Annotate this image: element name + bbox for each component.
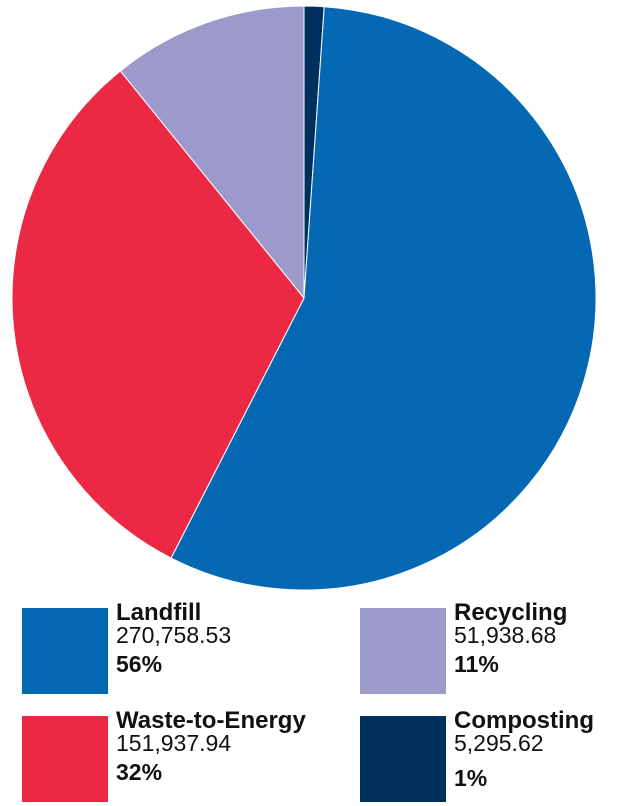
- pie-chart: [11, 5, 597, 591]
- legend-swatch-recycling: [360, 608, 446, 694]
- legend-value-composting: 5,295.62: [454, 730, 544, 756]
- legend-swatch-composting: [360, 716, 446, 802]
- legend-label-composting: Composting: [454, 707, 594, 734]
- legend-percent-landfill: 56%: [116, 651, 163, 677]
- legend-value-landfill: 270,758.53: [116, 622, 232, 648]
- pie-slice-recycling: [119, 5, 305, 300]
- pie-slice-waste-to-energy: [11, 70, 305, 559]
- pie-slice-landfill: [170, 6, 597, 591]
- legend-value-recycling: 51,938.68: [454, 622, 557, 648]
- legend-label-waste-to-energy: Waste-to-Energy: [116, 707, 306, 734]
- legend-percent-recycling: 11%: [454, 651, 499, 677]
- legend-value-waste-to-energy: 151,937.94: [116, 730, 232, 756]
- legend-label-landfill: Landfill: [116, 599, 202, 626]
- legend-percent-composting: 1%: [454, 765, 488, 791]
- legend-swatch-waste-to-energy: [22, 716, 108, 802]
- legend-percent-waste-to-energy: 32%: [116, 759, 163, 785]
- legend-swatch-landfill: [22, 608, 108, 694]
- legend-label-recycling: Recycling: [454, 599, 568, 626]
